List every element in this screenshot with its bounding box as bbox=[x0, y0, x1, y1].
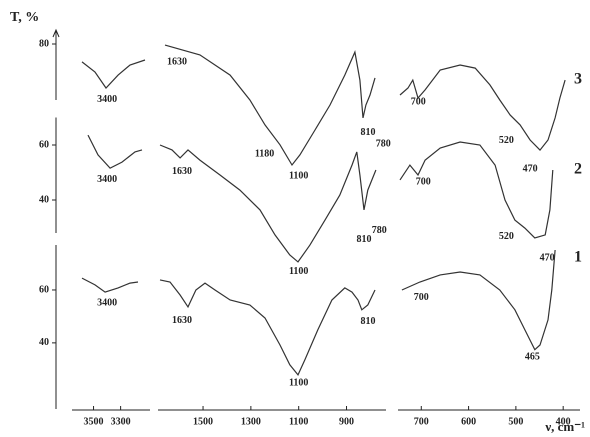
y-tick-label: 60 bbox=[39, 139, 49, 150]
x-tick-label: 1100 bbox=[289, 416, 308, 427]
peak-label: 520 bbox=[499, 135, 514, 146]
spectrum-name: 3 bbox=[574, 71, 582, 88]
x-tick-label: 3300 bbox=[111, 416, 131, 427]
peak-label: 1100 bbox=[289, 266, 308, 277]
peak-label: 1630 bbox=[172, 166, 192, 177]
spectrum-line bbox=[399, 64, 566, 152]
peak-label: 1100 bbox=[289, 378, 308, 389]
peak-label: 700 bbox=[411, 97, 426, 108]
x-tick-label: 900 bbox=[339, 416, 354, 427]
peak-label: 700 bbox=[416, 176, 431, 187]
y-tick-label: 40 bbox=[39, 337, 49, 348]
spectrum-line bbox=[399, 141, 554, 239]
peak-label: 3400 bbox=[97, 174, 117, 185]
peak-label: 470 bbox=[523, 163, 538, 174]
peak-label: 780 bbox=[372, 225, 387, 236]
x-tick-label: 600 bbox=[461, 416, 476, 427]
spectrum-line bbox=[159, 279, 376, 377]
spectrum-line bbox=[159, 144, 377, 263]
y-axis-arrow bbox=[52, 28, 60, 38]
peak-label: 1630 bbox=[167, 56, 187, 67]
x-tick-label: 500 bbox=[508, 416, 523, 427]
spectrum-line bbox=[164, 44, 376, 167]
peak-label: 1100 bbox=[289, 171, 308, 182]
y-tick-label: 40 bbox=[39, 194, 49, 205]
y-tick-label: 60 bbox=[39, 284, 49, 295]
spectrum-name: 1 bbox=[574, 249, 582, 266]
x-axis-label: ν, cm⁻¹ bbox=[544, 419, 585, 434]
peak-label: 470 bbox=[540, 253, 555, 264]
x-tick-label: 1300 bbox=[241, 416, 261, 427]
y-tick-label: 80 bbox=[39, 38, 49, 49]
spectrum-line bbox=[81, 59, 146, 89]
peak-label: 465 bbox=[525, 351, 540, 362]
x-tick-label: 1500 bbox=[193, 416, 213, 427]
peak-label: 3400 bbox=[97, 94, 117, 105]
peak-label: 810 bbox=[361, 127, 376, 138]
spectrum-line bbox=[87, 134, 143, 169]
x-tick-label: 400 bbox=[556, 416, 571, 427]
x-tick-label: 3500 bbox=[84, 416, 104, 427]
x-tick-label: 700 bbox=[414, 416, 429, 427]
peak-label: 780 bbox=[376, 138, 391, 149]
spectrum-line bbox=[401, 249, 556, 351]
spectrum-line bbox=[81, 277, 139, 293]
peak-label: 810 bbox=[357, 234, 372, 245]
peak-label: 1180 bbox=[255, 148, 274, 159]
peak-label: 1630 bbox=[172, 315, 192, 326]
peak-label: 3400 bbox=[97, 298, 117, 309]
y-axis-label: T, % bbox=[10, 10, 39, 25]
peak-label: 700 bbox=[414, 292, 429, 303]
spectrum-name: 2 bbox=[574, 161, 582, 178]
peak-label: 520 bbox=[499, 231, 514, 242]
peak-label: 810 bbox=[361, 316, 376, 327]
